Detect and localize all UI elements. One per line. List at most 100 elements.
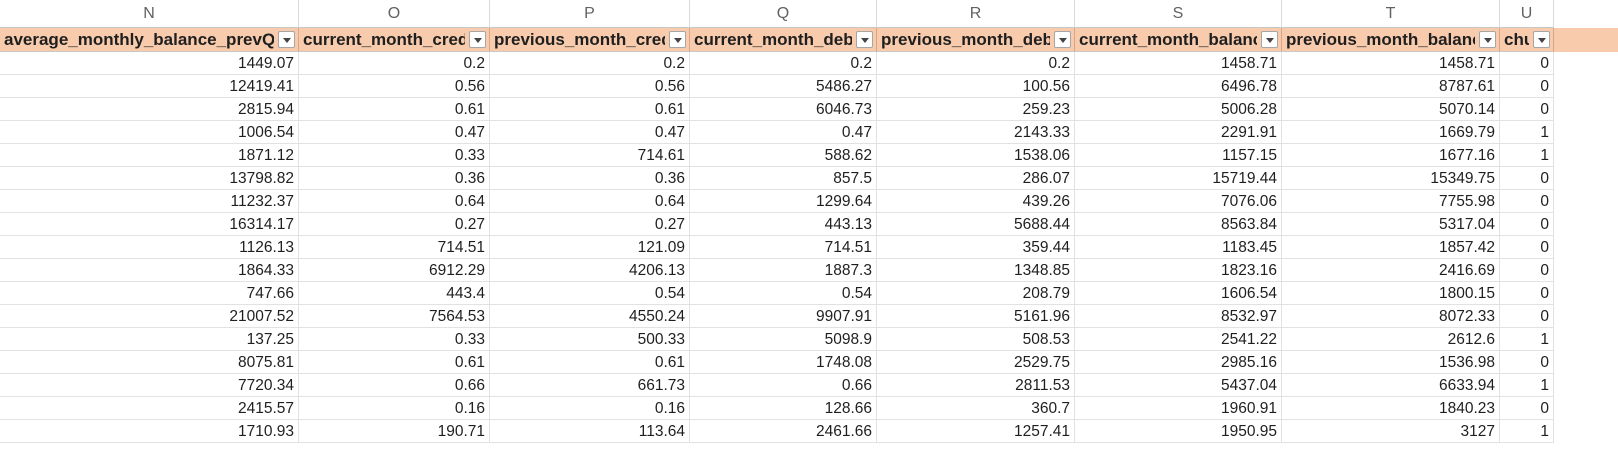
table-cell[interactable]: 6046.73 [690, 98, 877, 121]
filter-dropdown-icon[interactable] [278, 31, 295, 48]
table-cell[interactable]: 1606.54 [1075, 282, 1282, 305]
table-cell[interactable]: 2143.33 [877, 121, 1075, 144]
table-cell[interactable]: 2985.16 [1075, 351, 1282, 374]
table-cell[interactable]: 0.66 [299, 374, 490, 397]
table-cell[interactable]: 661.73 [490, 374, 690, 397]
table-cell[interactable]: 0.66 [690, 374, 877, 397]
table-cell[interactable]: 3127 [1282, 420, 1500, 443]
table-cell[interactable]: 2612.6 [1282, 328, 1500, 351]
table-cell[interactable]: 6912.29 [299, 259, 490, 282]
table-cell[interactable]: 9907.91 [690, 305, 877, 328]
table-cell[interactable]: 1710.93 [0, 420, 299, 443]
table-cell[interactable]: 6633.94 [1282, 374, 1500, 397]
header-cell[interactable]: current_month_balance [1075, 28, 1282, 52]
table-cell[interactable]: 1864.33 [0, 259, 299, 282]
table-cell[interactable]: 0.64 [490, 190, 690, 213]
table-cell[interactable]: 0 [1500, 98, 1554, 121]
table-cell[interactable]: 714.51 [690, 236, 877, 259]
table-cell[interactable]: 1 [1500, 420, 1554, 443]
table-cell[interactable]: 714.51 [299, 236, 490, 259]
column-letter-o[interactable]: O [299, 0, 490, 28]
filter-dropdown-icon[interactable] [1054, 31, 1071, 48]
table-cell[interactable]: 0.36 [299, 167, 490, 190]
column-letter-p[interactable]: P [490, 0, 690, 28]
table-cell[interactable]: 0.47 [490, 121, 690, 144]
table-cell[interactable]: 0.61 [490, 351, 690, 374]
table-cell[interactable]: 0.33 [299, 144, 490, 167]
table-cell[interactable]: 1449.07 [0, 52, 299, 75]
header-cell[interactable]: previous_month_credit [490, 28, 690, 52]
table-cell[interactable]: 1536.98 [1282, 351, 1500, 374]
table-cell[interactable]: 8787.61 [1282, 75, 1500, 98]
table-cell[interactable]: 1183.45 [1075, 236, 1282, 259]
table-cell[interactable]: 5486.27 [690, 75, 877, 98]
filter-dropdown-icon[interactable] [1261, 31, 1278, 48]
table-cell[interactable]: 2461.66 [690, 420, 877, 443]
column-letter-t[interactable]: T [1282, 0, 1500, 28]
table-cell[interactable]: 2529.75 [877, 351, 1075, 374]
table-cell[interactable]: 2811.53 [877, 374, 1075, 397]
header-cell[interactable]: average_monthly_balance_prevQ [0, 28, 299, 52]
table-cell[interactable]: 1 [1500, 374, 1554, 397]
table-cell[interactable]: 1538.06 [877, 144, 1075, 167]
header-cell[interactable]: previous_month_balance [1282, 28, 1500, 52]
table-cell[interactable]: 0.61 [299, 351, 490, 374]
table-cell[interactable]: 0.16 [490, 397, 690, 420]
table-cell[interactable]: 0 [1500, 236, 1554, 259]
table-cell[interactable]: 21007.52 [0, 305, 299, 328]
column-letter-s[interactable]: S [1075, 0, 1282, 28]
table-cell[interactable]: 190.71 [299, 420, 490, 443]
table-cell[interactable]: 0.2 [490, 52, 690, 75]
table-cell[interactable]: 1126.13 [0, 236, 299, 259]
table-cell[interactable]: 857.5 [690, 167, 877, 190]
table-cell[interactable]: 2416.69 [1282, 259, 1500, 282]
table-cell[interactable]: 8075.81 [0, 351, 299, 374]
table-cell[interactable]: 113.64 [490, 420, 690, 443]
table-cell[interactable]: 1257.41 [877, 420, 1075, 443]
filter-dropdown-icon[interactable] [469, 31, 486, 48]
table-cell[interactable]: 12419.41 [0, 75, 299, 98]
table-cell[interactable]: 1669.79 [1282, 121, 1500, 144]
table-cell[interactable]: 208.79 [877, 282, 1075, 305]
table-cell[interactable]: 5688.44 [877, 213, 1075, 236]
column-letter-n[interactable]: N [0, 0, 299, 28]
table-cell[interactable]: 0.2 [690, 52, 877, 75]
table-cell[interactable]: 1823.16 [1075, 259, 1282, 282]
table-cell[interactable]: 5098.9 [690, 328, 877, 351]
table-cell[interactable]: 15349.75 [1282, 167, 1500, 190]
table-cell[interactable]: 747.66 [0, 282, 299, 305]
table-cell[interactable]: 714.61 [490, 144, 690, 167]
table-cell[interactable]: 1960.91 [1075, 397, 1282, 420]
table-cell[interactable]: 0.54 [690, 282, 877, 305]
table-cell[interactable]: 1887.3 [690, 259, 877, 282]
header-cell[interactable]: churn [1500, 28, 1554, 52]
table-cell[interactable]: 1 [1500, 144, 1554, 167]
table-cell[interactable]: 5317.04 [1282, 213, 1500, 236]
table-cell[interactable]: 4550.24 [490, 305, 690, 328]
table-cell[interactable]: 11232.37 [0, 190, 299, 213]
table-cell[interactable]: 500.33 [490, 328, 690, 351]
table-cell[interactable]: 0.2 [299, 52, 490, 75]
table-cell[interactable]: 0 [1500, 397, 1554, 420]
table-cell[interactable]: 0 [1500, 213, 1554, 236]
table-cell[interactable]: 2815.94 [0, 98, 299, 121]
table-cell[interactable]: 8563.84 [1075, 213, 1282, 236]
table-cell[interactable]: 443.13 [690, 213, 877, 236]
table-cell[interactable]: 128.66 [690, 397, 877, 420]
table-cell[interactable]: 2291.91 [1075, 121, 1282, 144]
table-cell[interactable]: 15719.44 [1075, 167, 1282, 190]
column-letter-r[interactable]: R [877, 0, 1075, 28]
table-cell[interactable]: 6496.78 [1075, 75, 1282, 98]
table-cell[interactable]: 0 [1500, 75, 1554, 98]
table-cell[interactable]: 5070.14 [1282, 98, 1500, 121]
header-cell[interactable]: previous_month_debit [877, 28, 1075, 52]
table-cell[interactable]: 1458.71 [1282, 52, 1500, 75]
filter-dropdown-icon[interactable] [669, 31, 686, 48]
table-cell[interactable]: 1800.15 [1282, 282, 1500, 305]
table-cell[interactable]: 0 [1500, 190, 1554, 213]
table-cell[interactable]: 8072.33 [1282, 305, 1500, 328]
table-cell[interactable]: 1677.16 [1282, 144, 1500, 167]
table-cell[interactable]: 1006.54 [0, 121, 299, 144]
table-cell[interactable]: 8532.97 [1075, 305, 1282, 328]
table-cell[interactable]: 0.54 [490, 282, 690, 305]
